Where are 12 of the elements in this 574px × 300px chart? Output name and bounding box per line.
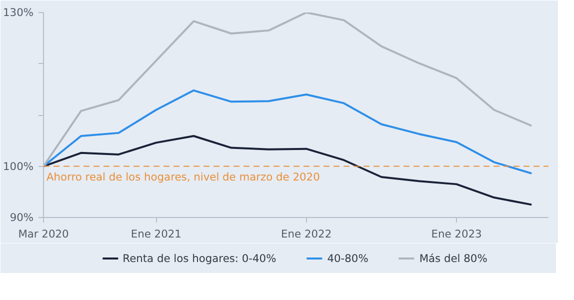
line-series — [44, 135, 533, 206]
x-tick-label: Ene 2022 — [281, 228, 332, 240]
x-tick-label: Ene 2021 — [130, 228, 182, 240]
y-tick-label: 130% — [3, 6, 34, 19]
x-tick-label: Mar 2020 — [18, 228, 70, 240]
legend-label: Más del 80% — [419, 252, 488, 264]
legend-label: Renta de los hogares: 0-40% — [122, 252, 276, 264]
y-tick-label: 90% — [10, 211, 34, 224]
y-tick-label: 100% — [3, 160, 34, 173]
ref-line-label: Ahorro real de los hogares, nivel de marzo de 2020 — [46, 170, 320, 184]
x-tick-label: Ene 2023 — [431, 228, 482, 240]
legend-label: 40-80% — [327, 252, 368, 264]
